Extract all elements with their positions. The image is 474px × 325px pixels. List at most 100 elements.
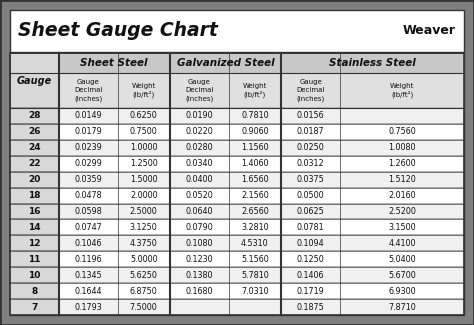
Bar bbox=[10, 10, 464, 52]
Bar bbox=[10, 140, 59, 156]
Text: 0.0220: 0.0220 bbox=[185, 127, 213, 136]
Bar bbox=[10, 283, 59, 299]
Text: 5.1560: 5.1560 bbox=[241, 255, 269, 264]
Text: 0.0190: 0.0190 bbox=[185, 111, 213, 121]
Text: 1.0000: 1.0000 bbox=[130, 143, 157, 152]
Bar bbox=[10, 108, 464, 124]
Text: 26: 26 bbox=[28, 127, 41, 136]
Text: 0.0239: 0.0239 bbox=[74, 143, 102, 152]
Bar bbox=[10, 235, 59, 251]
Bar bbox=[10, 188, 59, 203]
Text: 0.1406: 0.1406 bbox=[297, 271, 324, 280]
Text: 11: 11 bbox=[28, 255, 41, 264]
Text: 7: 7 bbox=[31, 303, 37, 312]
Text: 18: 18 bbox=[28, 191, 41, 200]
Text: 2.0000: 2.0000 bbox=[130, 191, 157, 200]
Text: 0.0280: 0.0280 bbox=[185, 143, 213, 152]
Bar bbox=[10, 299, 464, 315]
Bar bbox=[10, 188, 464, 203]
Text: 7.0310: 7.0310 bbox=[241, 287, 269, 296]
Text: 0.7560: 0.7560 bbox=[388, 127, 416, 136]
Text: 3.2810: 3.2810 bbox=[241, 223, 269, 232]
Text: 0.0790: 0.0790 bbox=[185, 223, 213, 232]
Bar bbox=[10, 124, 59, 140]
Bar bbox=[10, 124, 464, 140]
Text: 1.4060: 1.4060 bbox=[241, 159, 269, 168]
Bar bbox=[10, 251, 59, 267]
Text: 5.0000: 5.0000 bbox=[130, 255, 157, 264]
Text: 0.0781: 0.0781 bbox=[297, 223, 324, 232]
Text: Sheet Gauge Chart: Sheet Gauge Chart bbox=[18, 21, 218, 41]
Text: 5.0400: 5.0400 bbox=[388, 255, 416, 264]
Text: 2.5200: 2.5200 bbox=[388, 207, 416, 216]
Text: 0.6250: 0.6250 bbox=[130, 111, 157, 121]
Text: 0.1046: 0.1046 bbox=[74, 239, 102, 248]
Text: 0.0359: 0.0359 bbox=[74, 175, 102, 184]
Text: Gauge
Decimal
(inches): Gauge Decimal (inches) bbox=[296, 79, 325, 102]
Bar bbox=[281, 73, 464, 108]
Text: 0.0500: 0.0500 bbox=[297, 191, 324, 200]
Text: 0.7810: 0.7810 bbox=[241, 111, 269, 121]
Bar bbox=[281, 53, 464, 73]
Text: 5.6700: 5.6700 bbox=[388, 271, 416, 280]
Text: 0.7500: 0.7500 bbox=[130, 127, 157, 136]
Text: 1.2500: 1.2500 bbox=[130, 159, 157, 168]
Text: 0.0478: 0.0478 bbox=[74, 191, 102, 200]
Bar bbox=[10, 235, 464, 251]
Text: 0.0187: 0.0187 bbox=[297, 127, 324, 136]
Text: 6.8750: 6.8750 bbox=[130, 287, 157, 296]
Text: 0.1719: 0.1719 bbox=[297, 287, 324, 296]
Bar bbox=[170, 53, 281, 73]
Text: 1.5000: 1.5000 bbox=[130, 175, 157, 184]
Text: 0.9060: 0.9060 bbox=[241, 127, 269, 136]
Bar bbox=[10, 267, 464, 283]
Text: 0.0340: 0.0340 bbox=[185, 159, 213, 168]
Text: 3.1250: 3.1250 bbox=[130, 223, 157, 232]
Text: 0.1644: 0.1644 bbox=[74, 287, 102, 296]
Text: 0.1875: 0.1875 bbox=[297, 303, 324, 312]
Text: 1.6560: 1.6560 bbox=[241, 175, 269, 184]
Text: Gauge
Decimal
(inches): Gauge Decimal (inches) bbox=[74, 79, 102, 102]
Text: 4.5310: 4.5310 bbox=[241, 239, 269, 248]
Bar bbox=[10, 172, 59, 188]
Text: 0.1345: 0.1345 bbox=[74, 271, 102, 280]
Text: 0.0149: 0.0149 bbox=[74, 111, 102, 121]
Bar bbox=[170, 73, 281, 108]
Text: Galvanized Steel: Galvanized Steel bbox=[177, 58, 274, 68]
Text: Weight
(lb/ft²): Weight (lb/ft²) bbox=[131, 83, 156, 98]
Text: 3.1500: 3.1500 bbox=[388, 223, 416, 232]
Bar bbox=[10, 156, 59, 172]
Text: 1.2600: 1.2600 bbox=[388, 159, 416, 168]
Text: 8: 8 bbox=[31, 287, 37, 296]
Text: 1.1560: 1.1560 bbox=[241, 143, 269, 152]
Text: 5.7810: 5.7810 bbox=[241, 271, 269, 280]
Text: Weaver: Weaver bbox=[403, 24, 456, 37]
Text: 0.1080: 0.1080 bbox=[185, 239, 213, 248]
Text: 0.0520: 0.0520 bbox=[185, 191, 213, 200]
Text: 16: 16 bbox=[28, 207, 41, 216]
Text: 0.0640: 0.0640 bbox=[185, 207, 213, 216]
Bar bbox=[59, 73, 170, 108]
Text: 14: 14 bbox=[28, 223, 41, 232]
Text: 0.1230: 0.1230 bbox=[185, 255, 213, 264]
Text: Sheet Steel: Sheet Steel bbox=[81, 58, 148, 68]
Text: 4.3750: 4.3750 bbox=[130, 239, 157, 248]
Bar bbox=[10, 203, 464, 219]
Text: 0.0747: 0.0747 bbox=[74, 223, 102, 232]
Bar bbox=[59, 53, 170, 73]
Text: 7.5000: 7.5000 bbox=[130, 303, 157, 312]
Text: 0.0299: 0.0299 bbox=[74, 159, 102, 168]
Text: 5.6250: 5.6250 bbox=[130, 271, 158, 280]
Text: 2.5000: 2.5000 bbox=[130, 207, 157, 216]
Text: 28: 28 bbox=[28, 111, 41, 121]
Text: 4.4100: 4.4100 bbox=[388, 239, 416, 248]
Text: 0.0156: 0.0156 bbox=[297, 111, 324, 121]
Text: Weight
(lb/ft²): Weight (lb/ft²) bbox=[390, 83, 414, 98]
Bar bbox=[10, 156, 464, 172]
Bar bbox=[10, 172, 464, 188]
Bar bbox=[10, 251, 464, 267]
Bar bbox=[10, 267, 59, 283]
Text: Gauge
Decimal
(inches): Gauge Decimal (inches) bbox=[185, 79, 213, 102]
Text: 0.0375: 0.0375 bbox=[297, 175, 324, 184]
Text: 2.0160: 2.0160 bbox=[388, 191, 416, 200]
